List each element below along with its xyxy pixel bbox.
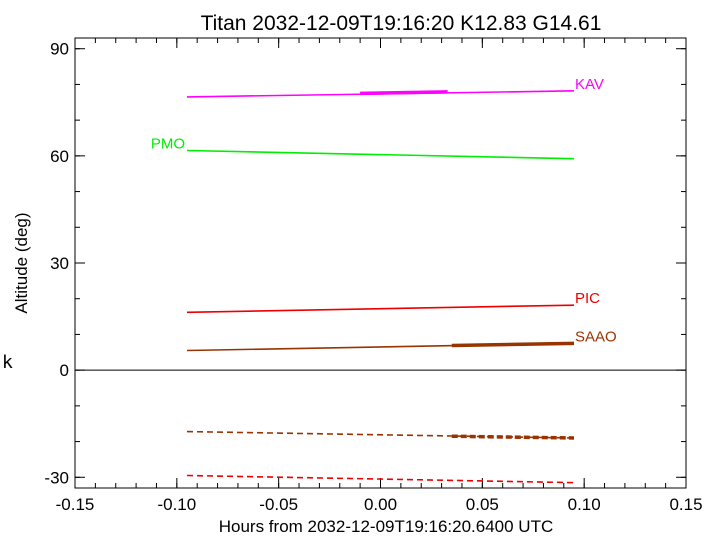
series-label: PMO: [151, 136, 185, 153]
x-tick-label: -0.05: [259, 495, 298, 514]
y-axis-label: Altitude (deg): [12, 212, 31, 313]
x-tick-label: -0.15: [56, 495, 95, 514]
y-tick-label: 30: [50, 254, 69, 273]
x-tick-label: 0.05: [466, 495, 499, 514]
series-highlight: [451, 434, 575, 440]
x-axis-label: Hours from 2032-12-09T19:16:20.6400 UTC: [219, 517, 554, 536]
y-tick-label: 0: [60, 361, 69, 380]
x-tick-label: 0.15: [669, 495, 702, 514]
plot-frame: [74, 37, 687, 489]
x-tick-label: 0.00: [364, 495, 397, 514]
series-label: SAAO: [575, 328, 617, 345]
y-tick-label: 90: [50, 40, 69, 59]
x-tick-label: -0.10: [157, 495, 196, 514]
series-highlight: [360, 90, 448, 96]
x-tick-label: 0.10: [568, 495, 601, 514]
chart-title: Titan 2032-12-09T19:16:20 K12.83 G14.61: [201, 12, 602, 35]
series-line-pic: [187, 304, 574, 314]
side-mark: k: [2, 352, 13, 373]
axis-ticks: -0.15 -0.10 -0.05 0.00 0.05 0.10 0.15 -30 0 30 60 9…: [44, 38, 703, 514]
y-tick-label: -30: [44, 468, 69, 487]
series-layer: KAV PMO PIC SAAO: [151, 76, 617, 484]
series-label: PIC: [575, 290, 600, 307]
series-line-dashed: [187, 474, 574, 484]
y-tick-label: 60: [50, 147, 69, 166]
series-highlight: [451, 341, 575, 348]
series-label: KAV: [575, 76, 604, 93]
series-line-pmo: [186, 149, 575, 160]
